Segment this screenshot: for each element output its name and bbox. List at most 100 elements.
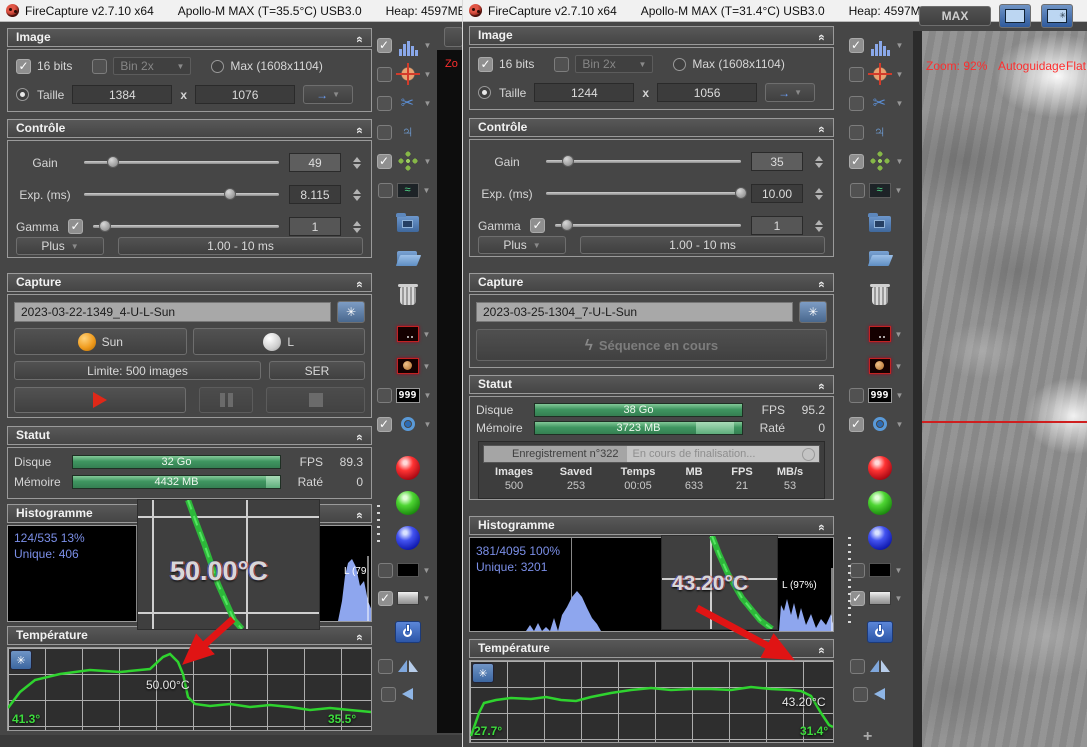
dropdown-arrow-icon[interactable]: ▼ (895, 390, 904, 400)
autoguide-icon[interactable] (396, 413, 420, 435)
power-icon[interactable] (866, 621, 893, 643)
dropdown-arrow-icon[interactable]: ▼ (422, 361, 431, 371)
dropdown-arrow-icon[interactable]: ▼ (422, 593, 431, 603)
gain-field[interactable]: 35 (751, 152, 803, 171)
roi-planet-icon[interactable] (396, 358, 419, 374)
dropdown-arrow-icon[interactable]: ▼ (423, 390, 432, 400)
dark-frame-icon[interactable] (868, 563, 891, 577)
autoguide-checkbox[interactable]: ✓ (376, 416, 392, 432)
delete-capture-icon[interactable] (397, 284, 418, 305)
cutout-checkbox[interactable] (848, 95, 864, 111)
dither-icon[interactable] (395, 150, 420, 172)
exposure-spinner[interactable] (351, 188, 363, 201)
dropdown-arrow-icon[interactable]: ▼ (895, 156, 904, 166)
collapse-icon[interactable]: « (815, 383, 830, 390)
blue-channel-icon[interactable] (395, 526, 420, 550)
collapse-icon[interactable]: « (815, 126, 830, 133)
flip-vertical-checkbox[interactable] (380, 686, 396, 702)
flat-frame-icon[interactable] (396, 591, 419, 605)
collapse-icon[interactable]: « (353, 634, 368, 641)
dark-frame-checkbox[interactable] (377, 562, 393, 578)
roi-selection-icon[interactable] (868, 326, 891, 342)
fullscreen-button[interactable] (999, 4, 1031, 28)
start-capture-button[interactable] (14, 387, 186, 413)
power-icon[interactable] (394, 621, 421, 643)
autoguide-checkbox[interactable]: ✓ (848, 416, 864, 432)
gain-spinner[interactable] (813, 155, 825, 168)
exposure-slider[interactable] (546, 187, 748, 199)
flip-vertical-icon[interactable] (400, 686, 416, 702)
max-radio[interactable] (211, 59, 225, 73)
dropdown-arrow-icon[interactable]: ▼ (895, 40, 904, 50)
dropdown-arrow-icon[interactable]: ▼ (423, 69, 432, 79)
flip-horizontal-icon[interactable] (397, 659, 419, 673)
pause-button[interactable] (199, 387, 253, 413)
width-field[interactable]: 1244 (534, 83, 635, 102)
dropdown-arrow-icon[interactable]: ▼ (422, 565, 431, 575)
plus-dropdown-button[interactable]: Plus ▼ (478, 236, 566, 254)
bits-checkbox[interactable]: ✓ (16, 58, 31, 74)
taille-radio[interactable] (478, 86, 491, 99)
gain-slider[interactable] (546, 155, 741, 167)
frame-counter-icon[interactable]: 999 (395, 387, 420, 403)
histogram-display-icon[interactable] (395, 34, 420, 56)
stop-button[interactable] (266, 387, 365, 413)
collapse-icon[interactable]: « (815, 281, 830, 288)
crosshair-overlay-checkbox[interactable] (848, 66, 864, 82)
format-ser-button[interactable]: SER (269, 361, 365, 380)
gain-field[interactable]: 49 (289, 153, 341, 172)
dropdown-arrow-icon[interactable]: ▼ (894, 565, 903, 575)
cutout-icon[interactable] (868, 92, 892, 114)
planet-mode-checkbox[interactable] (376, 124, 392, 140)
titlebar[interactable]: FireCapture v2.7.10 x64 Apollo-M MAX (T=… (0, 0, 462, 22)
viewer-max-button[interactable]: MAX (919, 6, 991, 26)
dither-icon[interactable] (867, 150, 892, 172)
frame-counter-checkbox[interactable] (376, 387, 392, 403)
flip-vertical-icon[interactable] (872, 686, 888, 702)
temperature-settings-button[interactable]: ✳ (472, 663, 494, 683)
capture-settings-button[interactable]: ✳ (799, 301, 827, 323)
collapse-icon[interactable]: « (353, 281, 368, 288)
taille-radio[interactable] (16, 88, 29, 101)
luminance-button[interactable]: L (192, 328, 365, 355)
dropdown-arrow-icon[interactable]: ▼ (894, 361, 903, 371)
flat-frame-icon[interactable] (868, 591, 891, 605)
capture-folder-icon[interactable] (395, 213, 419, 232)
green-channel-icon[interactable] (867, 491, 892, 515)
crosshair-overlay-icon[interactable] (395, 63, 420, 85)
seeing-monitor-checkbox[interactable] (849, 182, 865, 198)
planet-mode-checkbox[interactable] (848, 124, 864, 140)
plus-dropdown-button[interactable]: Plus ▼ (16, 237, 104, 255)
dropdown-arrow-icon[interactable]: ▼ (423, 40, 432, 50)
gain-slider[interactable] (84, 156, 279, 168)
dropdown-arrow-icon[interactable]: ▼ (894, 185, 903, 195)
dither-checkbox[interactable]: ✓ (376, 153, 392, 169)
gamma-slider[interactable] (555, 219, 741, 231)
dropdown-arrow-icon[interactable]: ▼ (423, 98, 432, 108)
red-channel-icon[interactable] (867, 456, 892, 480)
gamma-spinner[interactable] (351, 220, 363, 233)
roi-selection-icon[interactable] (396, 326, 419, 342)
dropdown-arrow-icon[interactable]: ▼ (423, 156, 432, 166)
toolbar-grip[interactable] (377, 505, 380, 543)
collapse-icon[interactable]: « (815, 34, 830, 41)
temperature-settings-button[interactable]: ✳ (10, 650, 32, 670)
cutout-icon[interactable] (396, 92, 420, 114)
sun-profile-button[interactable]: Sun (14, 328, 187, 355)
exposure-spinner[interactable] (813, 187, 825, 200)
gamma-field[interactable]: 1 (289, 217, 341, 236)
bin-checkbox[interactable] (554, 56, 570, 72)
open-folder-icon[interactable] (396, 250, 419, 266)
seeing-monitor-icon[interactable] (396, 182, 419, 198)
gamma-field[interactable]: 1 (751, 216, 803, 235)
gamma-slider[interactable] (93, 220, 279, 232)
preview-settings-button[interactable]: ✳ (1041, 4, 1073, 28)
collapse-icon[interactable]: « (815, 524, 830, 531)
flat-frame-checkbox[interactable]: ✓ (849, 590, 865, 606)
flat-frame-checkbox[interactable]: ✓ (377, 590, 393, 606)
bin-dropdown[interactable]: Bin 2x ▼ (113, 57, 192, 75)
filename-field[interactable]: 2023-03-25-1304_7-U-L-Sun (476, 302, 793, 322)
collapse-icon[interactable]: « (815, 647, 830, 654)
max-radio[interactable] (673, 57, 687, 71)
gamma-spinner[interactable] (813, 219, 825, 232)
